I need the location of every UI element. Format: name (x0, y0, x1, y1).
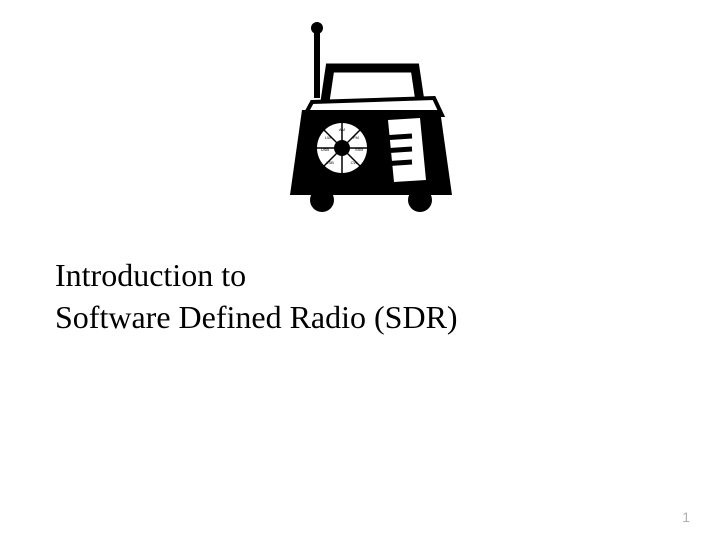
svg-text:LSB: LSB (326, 160, 334, 165)
slide-title: Introduction to Software Defined Radio (… (55, 255, 458, 338)
title-line-2: Software Defined Radio (SDR) (55, 297, 458, 339)
slide-container: AM FM SSB CW LSB USB LW Introduction to … (0, 0, 720, 540)
svg-text:CW: CW (351, 160, 358, 165)
radio-icon: AM FM SSB CW LSB USB LW (260, 20, 460, 220)
svg-text:LW: LW (325, 135, 331, 140)
svg-text:FM: FM (353, 135, 359, 140)
page-number: 1 (682, 509, 690, 525)
svg-text:AM: AM (339, 127, 345, 132)
svg-text:USB: USB (321, 147, 330, 152)
title-line-1: Introduction to (55, 255, 458, 297)
svg-text:SSB: SSB (355, 147, 363, 152)
